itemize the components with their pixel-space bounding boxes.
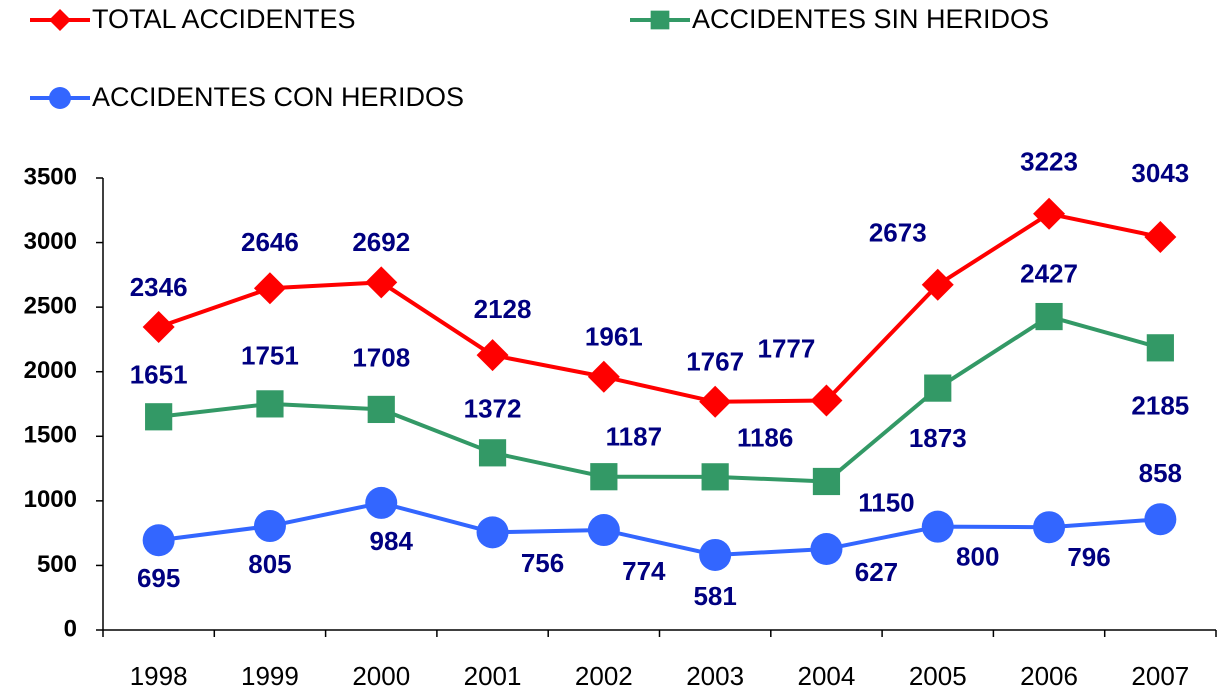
- x-tick-label: 2001: [464, 661, 522, 691]
- data-point: [142, 524, 175, 557]
- y-tick-label: 500: [37, 551, 77, 578]
- data-label: 2673: [869, 218, 927, 248]
- data-point: [365, 486, 398, 519]
- data-point: [1144, 221, 1177, 254]
- legend-label: ACCIDENTES SIN HERIDOS: [692, 4, 1049, 34]
- data-point: [921, 510, 954, 543]
- data-point: [476, 516, 509, 549]
- data-label: 796: [1067, 542, 1110, 572]
- data-label: 1708: [352, 342, 410, 372]
- x-tick-label: 2007: [1131, 661, 1189, 691]
- data-point: [921, 268, 954, 301]
- data-label: 2427: [1020, 258, 1078, 288]
- data-label: 2346: [130, 272, 188, 302]
- data-point: [924, 374, 952, 402]
- legend-marker: [49, 87, 71, 109]
- y-tick-label: 3500: [24, 163, 77, 190]
- data-label: 2692: [352, 227, 410, 257]
- data-point: [587, 360, 620, 393]
- data-point: [256, 390, 284, 418]
- series-line: [158, 500, 1161, 557]
- y-tick-label: 3000: [24, 228, 77, 255]
- data-point: [701, 463, 729, 491]
- data-point: [1033, 511, 1066, 544]
- data-point: [699, 385, 732, 418]
- data-label: 1751: [241, 341, 299, 371]
- data-point: [142, 311, 175, 344]
- data-point: [1146, 334, 1174, 362]
- data-point: [1035, 302, 1063, 331]
- legend-label: ACCIDENTES CON HERIDOS: [92, 82, 464, 112]
- y-tick-label: 2000: [24, 357, 77, 384]
- legend-marker: [650, 10, 670, 30]
- x-tick-label: 2005: [909, 661, 967, 691]
- y-tick-label: 2500: [24, 292, 77, 319]
- series-line: [157, 211, 1161, 404]
- data-label: 858: [1139, 458, 1182, 488]
- data-label: 1777: [758, 333, 816, 363]
- data-point: [699, 538, 732, 571]
- data-point: [253, 272, 286, 305]
- data-label: 2185: [1131, 391, 1189, 421]
- data-point: [367, 395, 395, 424]
- data-label: 756: [521, 548, 564, 578]
- data-point: [145, 403, 173, 431]
- data-point: [253, 510, 286, 543]
- data-label: 3043: [1131, 158, 1189, 188]
- data-label: 800: [956, 542, 999, 572]
- data-point: [478, 439, 507, 467]
- data-point: [810, 384, 843, 417]
- data-point: [590, 463, 618, 491]
- x-tick-label: 2006: [1020, 661, 1078, 691]
- data-label: 2646: [241, 227, 299, 257]
- data-point: [365, 266, 398, 299]
- y-tick-label: 0: [64, 615, 77, 642]
- y-tick-label: 1000: [24, 486, 77, 513]
- legend-marker: [49, 9, 71, 31]
- data-label: 1372: [464, 394, 522, 424]
- data-label: 1186: [737, 423, 793, 453]
- data-label: 695: [137, 563, 180, 593]
- data-label: 1187: [606, 422, 662, 452]
- x-tick-label: 2000: [352, 661, 410, 691]
- data-point: [810, 533, 843, 566]
- data-label: 1651: [130, 360, 188, 390]
- data-label: 1873: [909, 423, 967, 453]
- y-tick-label: 1500: [24, 422, 77, 449]
- x-tick-label: 2004: [798, 661, 856, 691]
- data-point: [1144, 503, 1177, 536]
- data-point: [476, 339, 509, 372]
- data-label: 1961: [585, 322, 643, 352]
- data-label: 984: [370, 526, 414, 556]
- data-point: [812, 467, 841, 496]
- data-label: 1150: [858, 487, 914, 517]
- data-label: 627: [855, 557, 898, 587]
- x-tick-label: 2003: [686, 661, 744, 691]
- data-label: 805: [248, 549, 291, 579]
- data-label: 774: [622, 556, 666, 586]
- x-tick-label: 2002: [575, 661, 633, 691]
- x-tick-label: 1998: [130, 661, 188, 691]
- data-label: 581: [693, 581, 736, 611]
- data-point: [1033, 197, 1066, 230]
- x-tick-label: 1999: [241, 661, 299, 691]
- data-point: [587, 514, 620, 547]
- legend-label: TOTAL ACCIDENTES: [92, 4, 356, 34]
- data-label: 3223: [1020, 147, 1078, 177]
- data-label: 2128: [474, 294, 532, 324]
- data-label: 1767: [686, 347, 744, 377]
- series-line: [158, 314, 1161, 484]
